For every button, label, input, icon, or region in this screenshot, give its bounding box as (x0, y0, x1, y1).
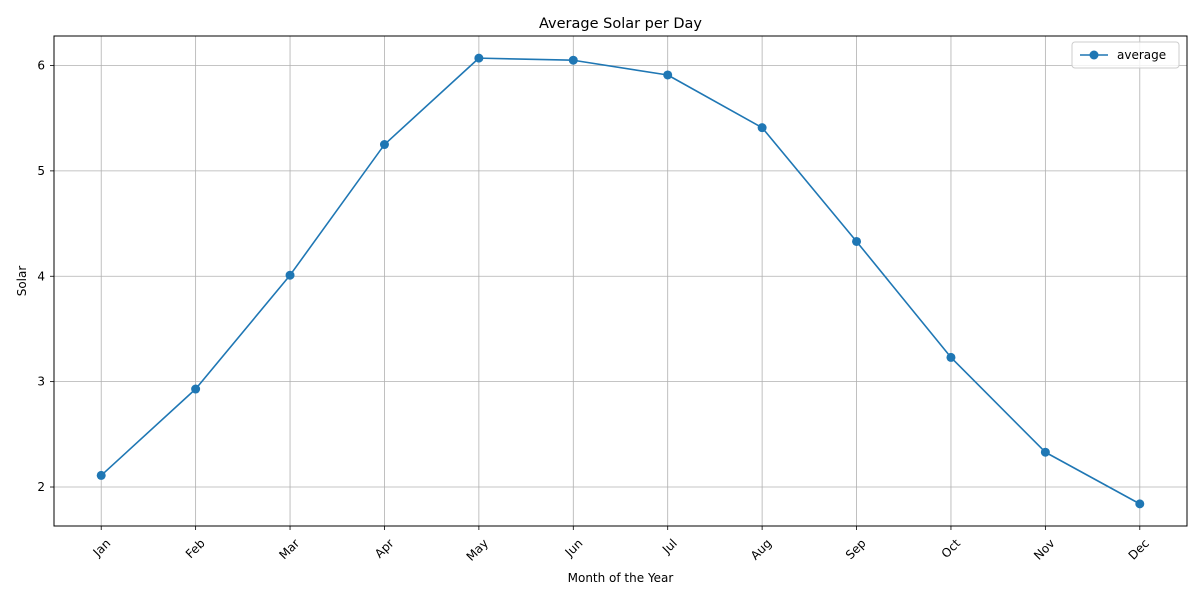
y-axis-ticks: 2 3 4 5 6 (37, 59, 54, 494)
legend-marker-swatch (1089, 50, 1099, 60)
y-tick-label: 4 (37, 269, 45, 283)
data-point (946, 352, 956, 362)
series-layer (96, 53, 1145, 509)
x-axis-title: Month of the Year (568, 571, 674, 585)
legend-box (1071, 41, 1180, 69)
y-axis-title: Solar (15, 266, 29, 297)
data-point (757, 123, 767, 133)
data-point (568, 55, 578, 65)
data-point (1040, 447, 1050, 457)
y-tick-label: 2 (37, 480, 45, 494)
plot-area-frame (53, 35, 1188, 527)
data-point (852, 236, 862, 246)
data-point (285, 270, 295, 280)
data-point (96, 470, 106, 480)
data-point (1135, 499, 1145, 509)
data-point (474, 53, 484, 63)
y-tick-label: 3 (37, 375, 45, 389)
legend-label: average (1117, 48, 1166, 62)
gridlines (54, 36, 1187, 526)
series-line (100, 57, 1141, 505)
y-tick-label: 5 (37, 164, 45, 178)
data-point (191, 384, 201, 394)
y-tick-label: 6 (37, 59, 45, 73)
data-point (663, 70, 673, 80)
legend: average (1071, 41, 1180, 69)
data-point (379, 140, 389, 150)
chart-title: Average Solar per Day (539, 16, 702, 32)
